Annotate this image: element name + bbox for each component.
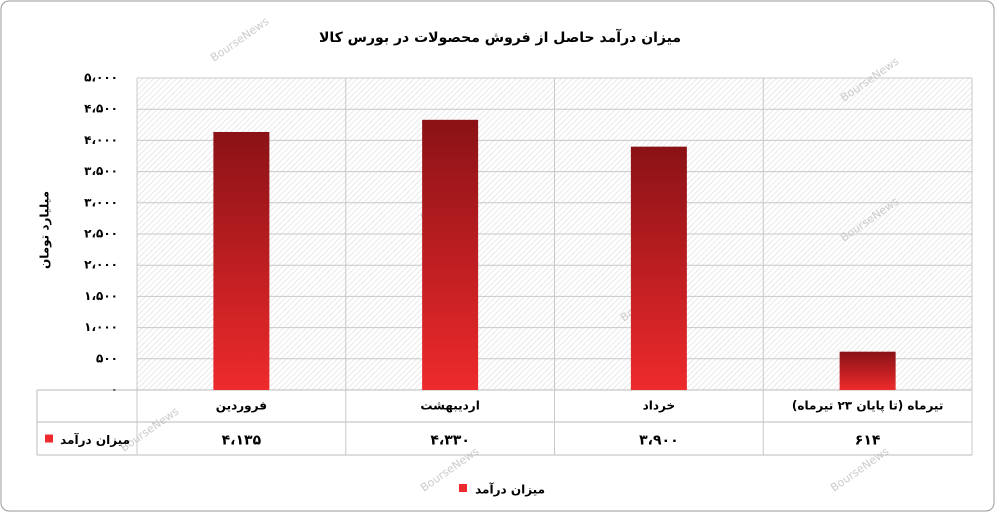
- value-label: ۶۱۴: [855, 433, 881, 449]
- y-tick-label: ۱،۰۰۰: [84, 320, 118, 334]
- y-tick-label: ۴،۵۰۰: [84, 102, 118, 116]
- bar: [422, 119, 479, 391]
- legend-swatch: [459, 484, 467, 492]
- y-axis-label: میلیارد تومان: [38, 191, 53, 269]
- value-label: ۴،۱۳۵: [222, 433, 262, 449]
- legend-swatch: [45, 434, 53, 443]
- y-tick-label: ۳،۵۰۰: [84, 164, 118, 178]
- chart-title: میزان درآمد حاصل از فروش محصولات در بورس…: [319, 28, 681, 46]
- legend-label: میزان درآمد: [475, 482, 545, 497]
- y-tick-label: ۳،۰۰۰: [84, 195, 118, 209]
- x-tick-label: تیرماه (تا پایان ۲۳ تیرماه): [792, 399, 943, 413]
- y-tick-label: ۲،۵۰۰: [84, 227, 118, 241]
- x-tick-label: فروردین: [216, 399, 267, 414]
- x-tick-label: اردیبهشت: [420, 399, 479, 413]
- y-tick-label: ۵۰۰: [96, 351, 118, 365]
- bar: [630, 146, 687, 390]
- bar: [839, 351, 896, 390]
- value-label: ۳،۹۰۰: [639, 433, 679, 449]
- y-tick-label: ۵،۰۰۰: [84, 71, 118, 85]
- legend-label: میزان درآمد: [60, 432, 130, 447]
- value-label: ۴،۳۳۰: [430, 433, 470, 449]
- y-tick-label: ۴،۰۰۰: [84, 133, 118, 147]
- x-tick-label: خرداد: [643, 399, 676, 413]
- bar: [213, 131, 270, 390]
- y-tick-label: ۲،۰۰۰: [84, 258, 118, 272]
- y-tick-label: ۱،۵۰۰: [84, 289, 118, 303]
